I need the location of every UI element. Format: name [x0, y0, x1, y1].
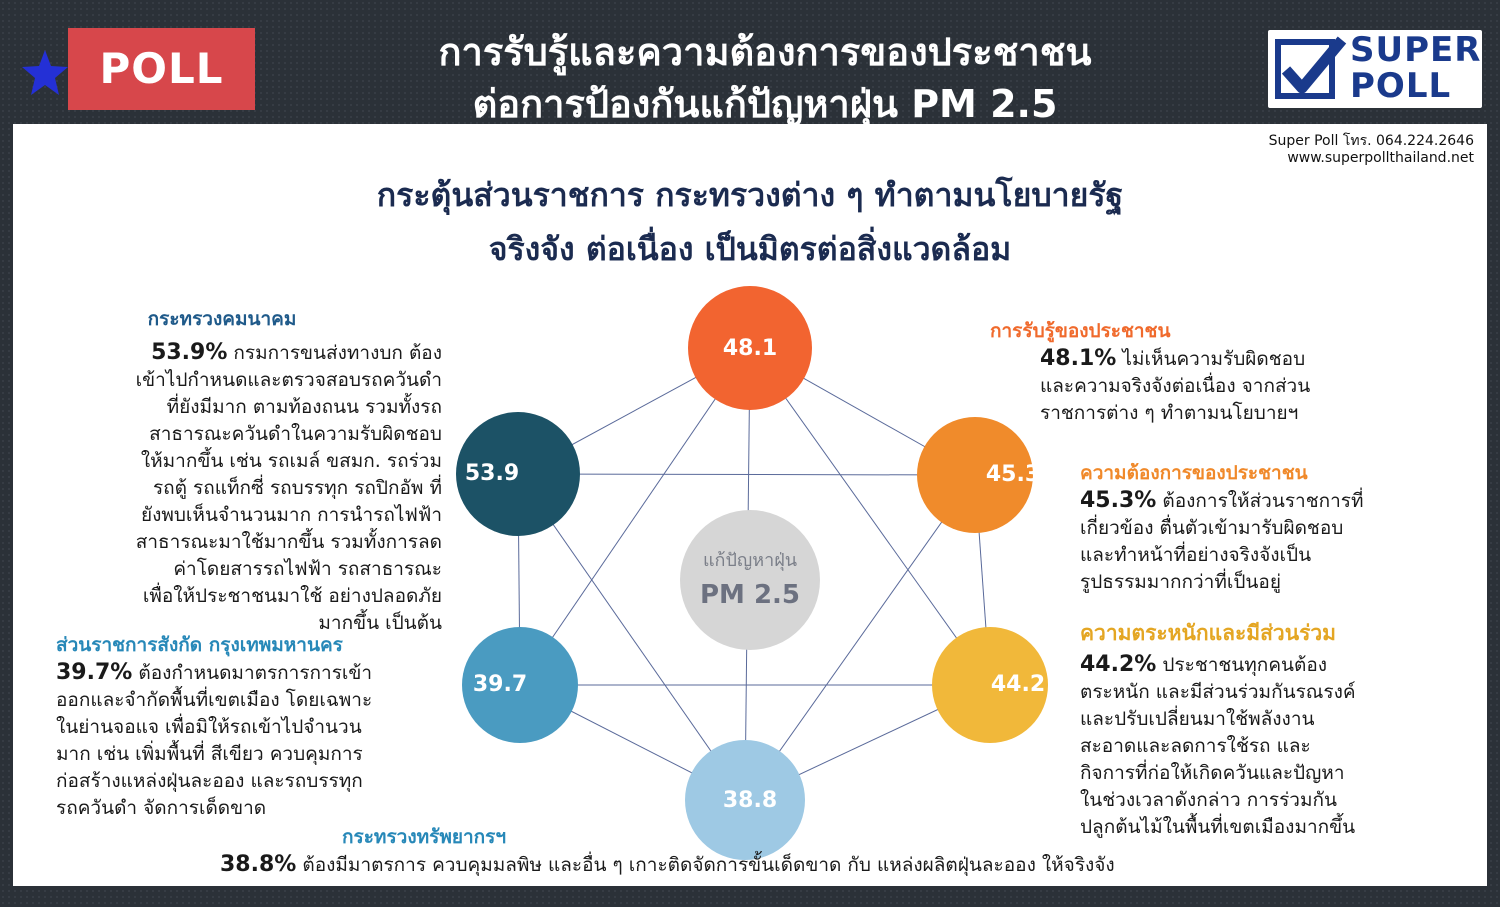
node-label-38-8: 38.8 [722, 788, 778, 813]
transport-line-1: เข้าไปกำหนดและตรวจสอบรถควันดำ [135, 369, 442, 391]
transport-line-9: เพื่อให้ประชาชนมาใช้ อย่างปลอดภัย [142, 585, 442, 607]
participation-block: ความตระหนักและมีส่วนร่วม 44.2% ประชาชนทุ… [1080, 620, 1480, 841]
transport-line-7: สาธารณะมาใช้มากขึ้น รวมทั้งการลด [135, 531, 442, 553]
transport-line-8: ค่าโดยสารรถไฟฟ้า รถสาธารณะ [173, 558, 442, 580]
transport-line-5: รถตู้ รถแท็กซี่ รถบรรทุก รถปิกอัพ ที่ [152, 477, 442, 499]
awareness-pct: 48.1% [1040, 346, 1117, 371]
resources-pct: 38.8% [220, 852, 297, 877]
poll-badge: POLL [68, 28, 255, 110]
resources-text: ต้องมีมาตรการ ควบคุมมลพิษ และอื่น ๆ เกาะ… [296, 854, 1115, 876]
bangkok-block: ส่วนราชการสังกัด กรุงเทพมหานคร 39.7% ต้อ… [56, 632, 456, 822]
node-label-48-1: 48.1 [722, 336, 778, 361]
needs-heading: ความต้องการของประชาชน [1080, 462, 1308, 484]
needs-line-3: รูปธรรมมากกว่าที่เป็นอยู่ [1080, 571, 1281, 593]
transport-line-2: ที่ยังมีมาก ตามท้องถนน รวมทั้งรถ [166, 396, 442, 418]
page-title-line-1: การรับรู้และความต้องการของประชาชน [438, 30, 1092, 74]
bangkok-line-3: มาก เช่น เพิ่มพื้นที่ สีเขียว ควบคุมการ [56, 743, 363, 765]
page-title: การรับรู้และความต้องการของประชาชน ต่อการ… [270, 26, 1260, 130]
logo-word-super: SUPER [1350, 30, 1482, 70]
bangkok-pct: 39.7% [56, 660, 133, 685]
node-circle-38-8 [685, 740, 805, 860]
bangkok-line-2: ในย่านจอแจ เพื่อมิให้รถเข้าไปจำนวน [56, 716, 362, 738]
center-label-top: แก้ปัญหาฝุ่น [702, 550, 798, 571]
participation-line-6: ปลูกต้นไม้ในพื้นที่เขตเมืองมากขึ้น [1080, 816, 1356, 838]
participation-line-5: ในช่วงเวลาดังกล่าว การร่วมกัน [1080, 789, 1337, 811]
transport-line-4: ให้มากขึ้น เช่น รถเมล์ ขสมก. รถร่วม [140, 450, 442, 472]
super-poll-logo: SUPER POLL [1268, 30, 1482, 108]
bangkok-line-0: ต้องกำหนดมาตรการการเข้า [132, 662, 373, 684]
checkmark-icon [1275, 36, 1347, 99]
transport-line-0: กรมการขนส่งทางบก ต้อง [227, 342, 442, 364]
needs-line-1: เกี่ยวข้อง ตื่นตัวเข้ามารับผิดชอบ [1080, 517, 1344, 539]
bangkok-heading: ส่วนราชการสังกัด กรุงเทพมหานคร [56, 634, 343, 656]
needs-pct: 45.3% [1080, 488, 1157, 513]
contact-website: www.superpollthailand.net [1287, 150, 1474, 166]
node-circle-45-3 [917, 417, 1033, 533]
transport-pct: 53.9% [151, 340, 228, 365]
awareness-line-1: และความจริงจังต่อเนื่อง จากส่วน [1040, 375, 1311, 397]
transport-block: กระทรวงคมนาคม 53.9% กรมการขนส่งทางบก ต้อ… [62, 306, 442, 637]
transport-line-10: มากขึ้น เป็นต้น [318, 612, 442, 634]
needs-line-0: ต้องการให้ส่วนราชการที่ [1156, 490, 1364, 512]
transport-line-3: สาธารณะควันดำในความรับผิดชอบ [149, 423, 442, 445]
participation-line-0: ประชาชนทุกคนต้อง [1156, 654, 1328, 676]
node-circle-53-9 [456, 412, 580, 536]
node-label-53-9: 53.9 [464, 461, 520, 486]
participation-line-2: และปรับเปลี่ยนมาใช้พลังงาน [1080, 708, 1315, 730]
bangkok-line-5: รถควันดำ จัดการเด็ดขาด [56, 797, 267, 819]
needs-block: ความต้องการของประชาชน 45.3% ต้องการให้ส่… [1080, 460, 1480, 596]
subheading-line-1: กระตุ้นส่วนราชการ กระทรวงต่าง ๆ ทำตามนโย… [376, 176, 1124, 214]
awareness-block: การรับรู้ของประชาชน 48.1% ไม่เห็นความรับ… [990, 318, 1390, 427]
star-icon [22, 50, 68, 95]
center-circle [680, 510, 820, 650]
center-label-main: PM 2.5 [699, 580, 801, 610]
page-title-line-2: ต่อการป้องกันแก้ปัญหาฝุ่น PM 2.5 [472, 82, 1058, 126]
node-label-44-2: 44.2 [990, 672, 1046, 697]
subheading-line-2: จริงจัง ต่อเนื่อง เป็นมิตรต่อสิ่งแวดล้อม [488, 230, 1012, 268]
node-label-39-7: 39.7 [472, 672, 528, 697]
node-label-45-3: 45.3 [985, 462, 1041, 487]
participation-pct: 44.2% [1080, 652, 1157, 677]
transport-line-6: ยังพบเห็นจำนวนมาก การนำรถไฟฟ้า [140, 504, 442, 526]
resources-block: กระทรวงทรัพยากรฯ 38.8% ต้องมีมาตรการ ควบ… [220, 824, 1400, 879]
node-circle-44-2 [932, 627, 1048, 743]
transport-heading: กระทรวงคมนาคม [147, 308, 297, 330]
logo-word-poll: POLL [1350, 66, 1452, 106]
participation-line-1: ตระหนัก และมีส่วนร่วมกันรณรงค์ [1080, 681, 1356, 703]
node-circle-48-1 [688, 286, 812, 410]
awareness-heading: การรับรู้ของประชาชน [990, 320, 1171, 342]
contact-info: Super Poll โทร. 064.224.2646 www.superpo… [1269, 133, 1474, 167]
awareness-line-0: ไม่เห็นความรับผิดชอบ [1116, 348, 1306, 370]
subheading: กระตุ้นส่วนราชการ กระทรวงต่าง ๆ ทำตามนโย… [150, 168, 1350, 276]
participation-heading: ความตระหนักและมีส่วนร่วม [1080, 621, 1336, 645]
awareness-line-2: ราชการต่าง ๆ ทำตามนโยบายฯ [1040, 402, 1299, 424]
resources-heading: กระทรวงทรัพยากรฯ [342, 826, 507, 848]
contact-phone: Super Poll โทร. 064.224.2646 [1268, 133, 1474, 149]
node-circle-39-7 [462, 627, 578, 743]
participation-line-4: กิจการที่ก่อให้เกิดควันและปัญหา [1080, 762, 1345, 784]
needs-line-2: และทำหน้าที่อย่างจริงจังเป็น [1080, 544, 1312, 566]
participation-line-3: สะอาดและลดการใช้รถ และ [1080, 735, 1311, 757]
bangkok-line-4: ก่อสร้างแหล่งฝุ่นละออง และรถบรรทุก [56, 770, 363, 792]
bangkok-line-1: ออกและจำกัดพื้นที่เขตเมือง โดยเฉพาะ [56, 689, 373, 711]
